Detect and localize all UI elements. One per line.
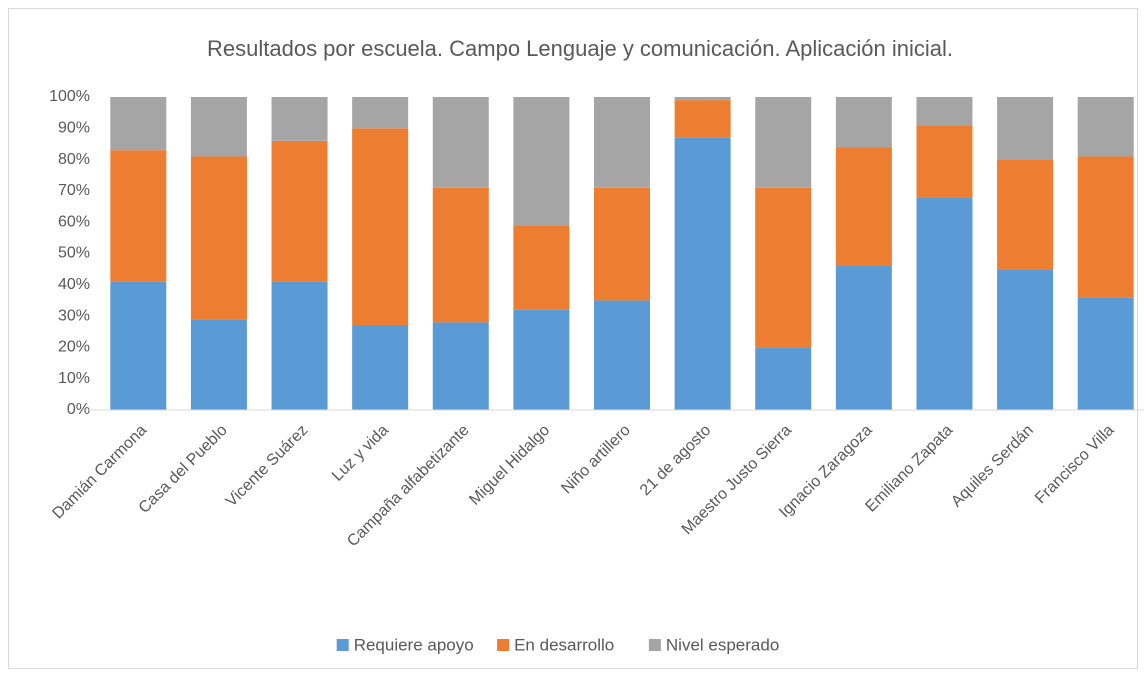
bar-segment bbox=[674, 97, 731, 101]
bar-segment bbox=[674, 137, 731, 410]
legend-swatch bbox=[336, 639, 349, 651]
bar-segment bbox=[432, 97, 489, 188]
bar-segment bbox=[513, 97, 570, 226]
bar-segment bbox=[352, 128, 409, 326]
y-tick-label: 70% bbox=[58, 182, 90, 199]
bar-segment bbox=[835, 266, 892, 410]
legend-swatch bbox=[648, 639, 661, 651]
bar-segment bbox=[271, 281, 328, 410]
y-tick-label: 60% bbox=[58, 213, 90, 230]
bar-segment bbox=[1077, 297, 1134, 410]
bar-segment bbox=[1077, 97, 1134, 157]
bar-segment bbox=[916, 125, 973, 198]
bar-segment bbox=[190, 319, 247, 410]
bar-segment bbox=[997, 269, 1054, 410]
bar-segment bbox=[997, 159, 1054, 270]
bar-segment bbox=[513, 309, 570, 410]
bar-segment bbox=[835, 147, 892, 267]
bar-segment bbox=[835, 97, 892, 148]
bar-segment bbox=[916, 197, 973, 410]
chart-title: Resultados por escuela. Campo Lenguaje y… bbox=[207, 36, 953, 61]
legend-label: Requiere apoyo bbox=[354, 635, 474, 654]
bar-segment bbox=[674, 100, 731, 138]
legend-label: En desarrollo bbox=[514, 635, 614, 654]
bar-segment bbox=[755, 187, 812, 348]
y-tick-label: 0% bbox=[67, 401, 90, 418]
bar-segment bbox=[432, 322, 489, 410]
bar-segment bbox=[432, 187, 489, 323]
y-tick-label: 10% bbox=[58, 370, 90, 387]
bar-segment bbox=[1077, 156, 1134, 298]
bar-segment bbox=[110, 150, 167, 282]
legend-label: Nivel esperado bbox=[666, 635, 779, 654]
bar-segment bbox=[110, 281, 167, 410]
legend-swatch bbox=[497, 639, 510, 651]
y-tick-label: 90% bbox=[58, 120, 90, 137]
bar-segment bbox=[594, 187, 650, 301]
bar-segment bbox=[190, 97, 247, 157]
bar-segment bbox=[110, 97, 167, 151]
y-tick-label: 30% bbox=[58, 307, 90, 324]
bar-segment bbox=[916, 97, 973, 126]
bar-segment bbox=[594, 300, 650, 410]
bar-segment bbox=[513, 225, 570, 310]
y-tick-label: 80% bbox=[58, 151, 90, 168]
bar-segment bbox=[997, 97, 1054, 160]
y-tick-label: 100% bbox=[49, 88, 90, 105]
y-tick-label: 50% bbox=[58, 245, 90, 262]
y-tick-label: 20% bbox=[58, 339, 90, 356]
bar-segment bbox=[190, 156, 247, 320]
bar-segment bbox=[352, 325, 409, 410]
bar-segment bbox=[594, 97, 650, 188]
y-tick-label: 40% bbox=[58, 276, 90, 293]
bar-segment bbox=[271, 97, 328, 141]
bar-segment bbox=[352, 97, 409, 129]
bar-segment bbox=[755, 347, 812, 410]
bar-segment bbox=[271, 140, 328, 282]
bar-segment bbox=[755, 97, 812, 188]
